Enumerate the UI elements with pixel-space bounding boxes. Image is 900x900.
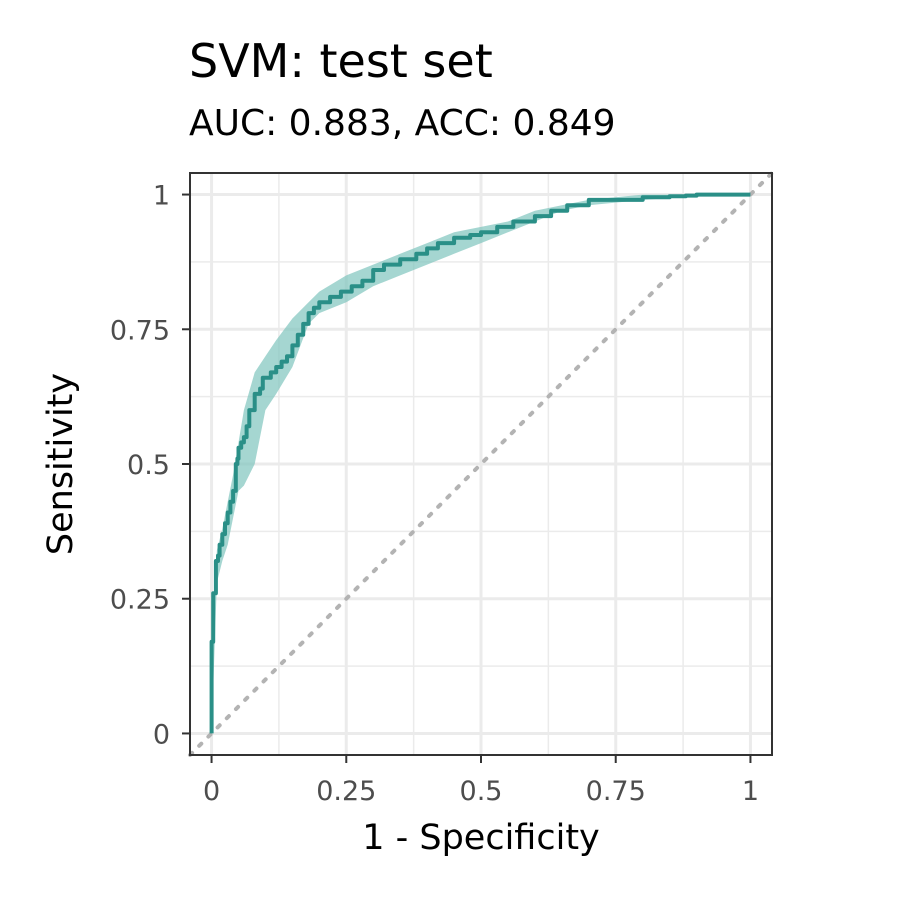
x-tick-label: 0.75 — [586, 776, 646, 807]
major-gridlines — [190, 173, 772, 755]
y-tick-label: 0.5 — [127, 450, 170, 481]
x-axis-title: 1 - Specificity — [362, 818, 600, 858]
y-tick-label: 0.25 — [110, 585, 170, 616]
y-axis-title: Sensitivity — [41, 373, 81, 555]
x-tick-label: 0.25 — [316, 776, 376, 807]
y-axis-ticks: 0 0.25 0.5 0.75 1 — [110, 181, 190, 750]
x-tick-label: 0 — [203, 776, 220, 807]
y-tick-label: 0.75 — [110, 315, 170, 346]
roc-curve-line — [209, 192, 751, 734]
chart-title: SVM: test set — [189, 34, 493, 88]
x-tick-label: 0.5 — [460, 776, 503, 807]
chart-subtitle: AUC: 0.883, ACC: 0.849 — [189, 103, 616, 144]
x-tick-label: 1 — [742, 776, 759, 807]
y-tick-label: 1 — [153, 181, 170, 212]
y-tick-label: 0 — [153, 719, 170, 750]
x-axis-ticks: 0 0.25 0.5 0.75 1 — [203, 755, 759, 807]
